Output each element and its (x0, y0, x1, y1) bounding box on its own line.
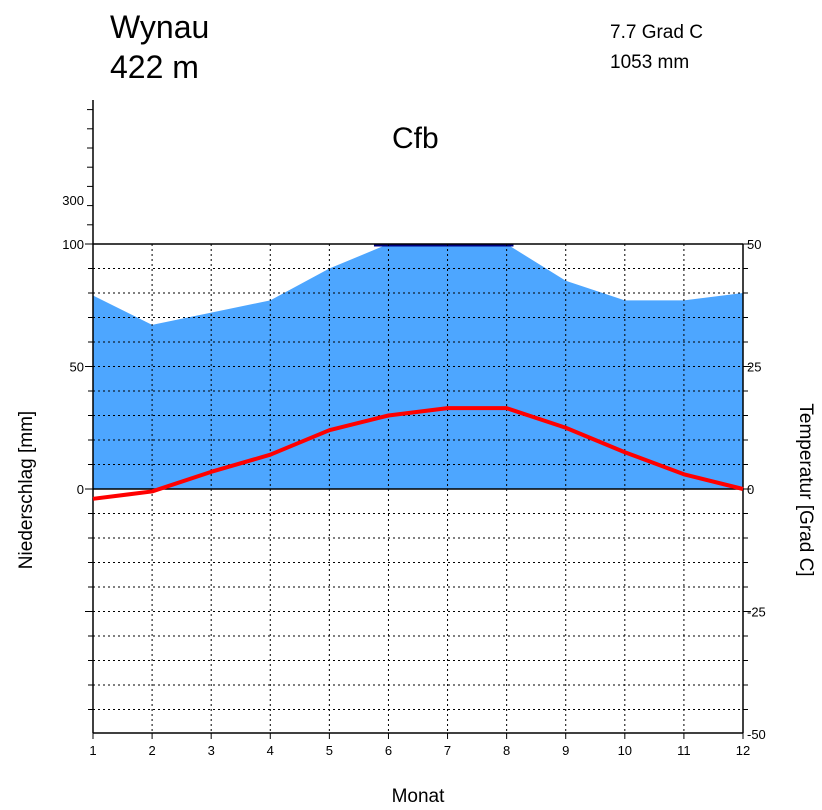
right-tick-label: 25 (747, 360, 761, 375)
station-elevation: 422 m (110, 49, 199, 85)
x-tick-label: 10 (618, 743, 632, 758)
x-tick-label: 12 (736, 743, 750, 758)
x-tick-label: 3 (208, 743, 215, 758)
mean-temperature: 7.7 Grad C (610, 22, 703, 43)
right-tick-label: -25 (747, 605, 766, 620)
right-tick-label: 0 (747, 482, 754, 497)
left-axis-label: Niederschlag [mm] (16, 411, 37, 569)
station-name: Wynau (110, 9, 210, 45)
temperature-line (92, 406, 744, 501)
x-tick-label: 4 (267, 743, 274, 758)
x-tick-label: 8 (503, 743, 510, 758)
annual-precipitation: 1053 mm (610, 52, 690, 73)
x-tick-label: 9 (562, 743, 569, 758)
x-tick-label: 2 (148, 743, 155, 758)
x-axis-label: Monat (392, 786, 446, 807)
x-tick-label: 6 (385, 743, 392, 758)
right-tick-label: -50 (747, 727, 766, 742)
x-tick-label: 7 (444, 743, 451, 758)
left-tick-label: 50 (70, 360, 84, 375)
left-tick-label: 100 (62, 237, 84, 252)
left-tick-label: 0 (77, 482, 84, 497)
left-tick-label: 300 (62, 193, 84, 208)
x-tick-label: 11 (677, 743, 691, 758)
right-axis-label: Temperatur [Grad C] (795, 403, 816, 576)
x-tick-label: 5 (326, 743, 333, 758)
right-tick-label: 50 (747, 237, 761, 252)
x-tick-label: 1 (89, 743, 96, 758)
climate-classification: Cfb (392, 122, 439, 155)
